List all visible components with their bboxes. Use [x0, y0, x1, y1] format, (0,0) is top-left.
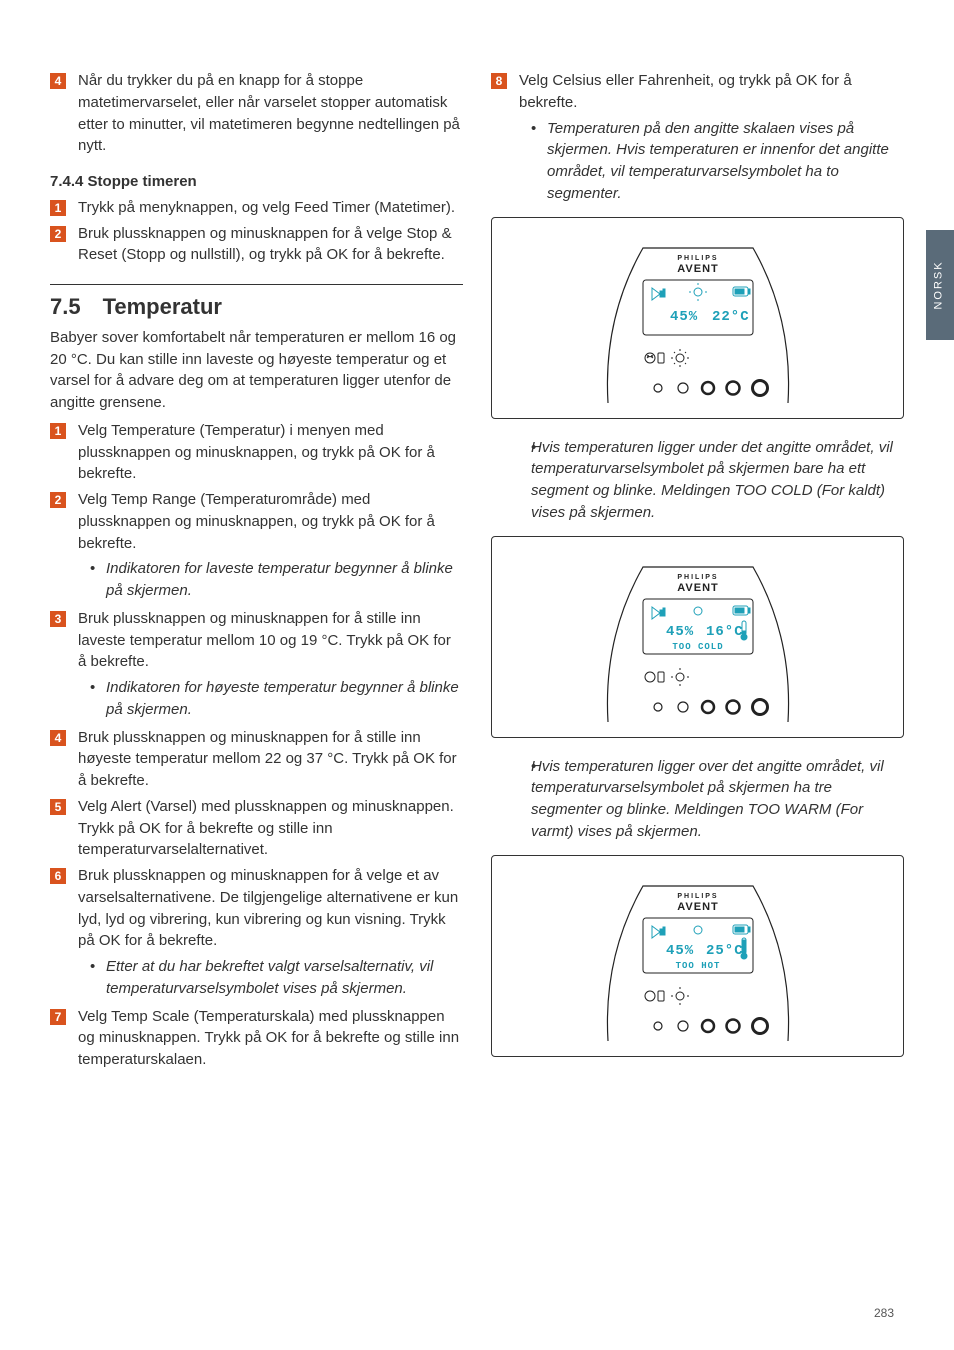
lcd-humidity: 45%: [666, 624, 694, 640]
brand-avent: AVENT: [677, 901, 718, 913]
intro-75: Babyer sover komfortabelt når temperatur…: [50, 327, 463, 414]
step-marker: 3: [50, 611, 66, 627]
step-marker: 7: [50, 1009, 66, 1025]
step-75-7: 7 Velg Temp Scale (Temperaturskala) med …: [50, 1006, 463, 1071]
step-75-6: 6 Bruk plussknappen og minusknappen for …: [50, 865, 463, 952]
lcd-humidity: 45%: [666, 943, 694, 959]
sub-bullet: Etter at du har bekreftet valgt varselsa…: [50, 956, 463, 1000]
continuation-step-4: 4 Når du trykker du på en knapp for å st…: [50, 70, 463, 157]
step-marker: 2: [50, 226, 66, 242]
heading-75: 7.5 Temperatur: [50, 284, 463, 323]
brand-avent: AVENT: [677, 263, 718, 275]
language-side-tab: NORSK: [926, 230, 954, 340]
step-text: Bruk plussknappen og minusknappen for å …: [78, 867, 458, 949]
step-text: Når du trykker du på en knapp for å stop…: [78, 72, 460, 154]
bullet-too-cold: Hvis temperaturen ligger under det angit…: [491, 437, 904, 524]
step-marker: 4: [50, 73, 66, 89]
step-744-1: 1 Trykk på menyknappen, og velg Feed Tim…: [50, 197, 463, 219]
step-744-2: 2 Bruk plussknappen og minusknappen for …: [50, 223, 463, 267]
step-marker: 4: [50, 730, 66, 746]
step-75-3: 3 Bruk plussknappen og minusknappen for …: [50, 608, 463, 673]
side-tab-label: NORSK: [932, 260, 948, 309]
device-figure-hot: PHILIPS AVENT 45% 25°C TOO HOT: [491, 855, 904, 1057]
sub-bullet: Indikatoren for høyeste temperatur begyn…: [50, 677, 463, 721]
device-figure-normal: PHILIPS AVENT 45% 22°C: [491, 217, 904, 419]
subheading-744: 7.4.4 Stoppe timeren: [50, 171, 463, 193]
right-column: 8 Velg Celsius eller Fahrenheit, og tryk…: [491, 70, 904, 1075]
step-75-1: 1 Velg Temperature (Temperatur) i menyen…: [50, 420, 463, 485]
step-marker: 1: [50, 200, 66, 216]
step-marker: 5: [50, 799, 66, 815]
step-75-4: 4 Bruk plussknappen og minusknappen for …: [50, 727, 463, 792]
sub-bullet: Indikatoren for laveste temperatur begyn…: [50, 558, 463, 602]
step-text: Velg Celsius eller Fahrenheit, og trykk …: [519, 72, 852, 111]
step-marker: 8: [491, 73, 507, 89]
lcd-humidity: 45%: [670, 309, 698, 325]
step-marker: 6: [50, 868, 66, 884]
step-text: Bruk plussknappen og minusknappen for å …: [78, 225, 452, 264]
step-text: Velg Alert (Varsel) med plussknappen og …: [78, 798, 454, 859]
lcd-temp: 16°C: [706, 624, 744, 640]
brand-philips: PHILIPS: [677, 574, 718, 581]
bullet-too-hot: Hvis temperaturen ligger over det angitt…: [491, 756, 904, 843]
lcd-temp: 22°C: [712, 309, 750, 325]
step-text: Velg Temp Range (Temperaturområde) med p…: [78, 491, 435, 552]
step-75-2: 2 Velg Temp Range (Temperaturområde) med…: [50, 489, 463, 554]
step-marker: 1: [50, 423, 66, 439]
sub-bullet: Temperaturen på den angitte skalaen vise…: [491, 118, 904, 205]
step-text: Velg Temp Scale (Temperaturskala) med pl…: [78, 1008, 459, 1069]
step-text: Bruk plussknappen og minusknappen for å …: [78, 610, 451, 671]
step-text: Trykk på menyknappen, og velg Feed Timer…: [78, 199, 455, 216]
left-column: 4 Når du trykker du på en knapp for å st…: [50, 70, 463, 1075]
brand-philips: PHILIPS: [677, 893, 718, 900]
step-text: Bruk plussknappen og minusknappen for å …: [78, 729, 457, 790]
lcd-temp: 25°C: [706, 943, 744, 959]
step-75-5: 5 Velg Alert (Varsel) med plussknappen o…: [50, 796, 463, 861]
step-75-8: 8 Velg Celsius eller Fahrenheit, og tryk…: [491, 70, 904, 114]
brand-philips: PHILIPS: [677, 255, 718, 262]
lcd-status: TOO COLD: [672, 642, 723, 652]
lcd-status: TOO HOT: [675, 961, 720, 971]
step-marker: 2: [50, 492, 66, 508]
page-number: 283: [874, 1305, 894, 1322]
brand-avent: AVENT: [677, 582, 718, 594]
device-figure-cold: PHILIPS AVENT 45% 16°C TOO COLD: [491, 536, 904, 738]
step-text: Velg Temperature (Temperatur) i menyen m…: [78, 422, 435, 483]
